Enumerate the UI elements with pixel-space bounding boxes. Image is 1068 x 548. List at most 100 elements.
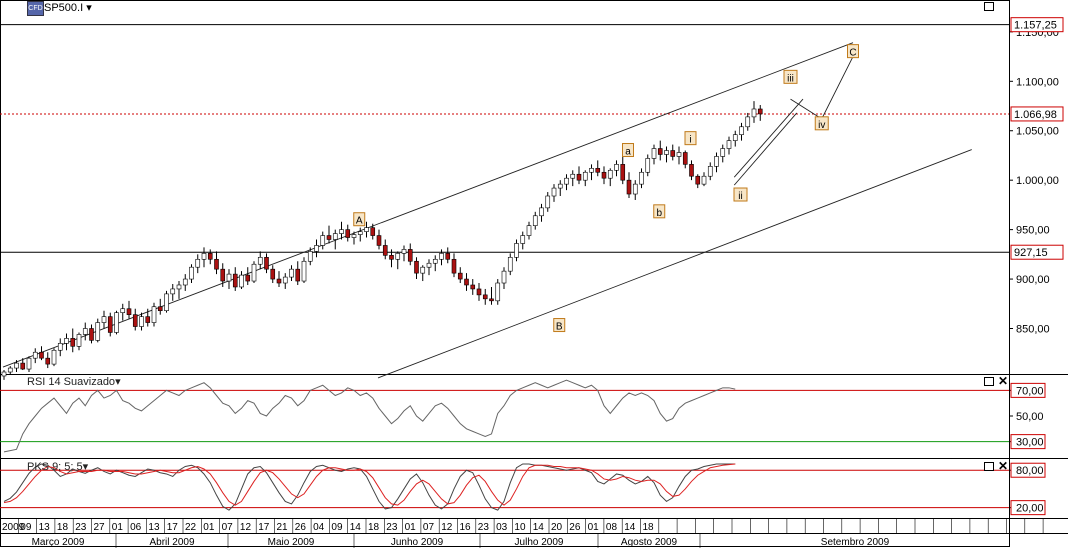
maximize-icon[interactable] bbox=[984, 2, 994, 11]
candle-body bbox=[270, 268, 276, 280]
candle-body bbox=[626, 179, 632, 195]
x-day-label: 2009 bbox=[2, 522, 25, 533]
candle-body bbox=[82, 328, 88, 335]
wave-label-box bbox=[353, 212, 366, 227]
x-day-label: 21 bbox=[277, 522, 289, 533]
pks-series-line-1 bbox=[3, 463, 736, 506]
candle-body bbox=[357, 231, 363, 235]
rsi-close-icon[interactable]: ✕ bbox=[998, 374, 1009, 388]
candle-body bbox=[551, 187, 557, 197]
candle-body bbox=[189, 266, 194, 280]
wave-label-box bbox=[622, 143, 634, 158]
candle-body bbox=[145, 316, 151, 323]
rsi-tick-label: 50,00 bbox=[1016, 411, 1044, 423]
wave-label-a: a bbox=[625, 147, 631, 158]
price-tick-label: 1.100,00 bbox=[1016, 76, 1059, 88]
candle-body bbox=[289, 268, 294, 278]
cfd-logo: CFD bbox=[27, 1, 44, 16]
candle-body bbox=[439, 253, 444, 260]
pks-tick-label: 20,00 bbox=[1016, 503, 1044, 515]
candle-body bbox=[176, 284, 182, 290]
x-day-label: 08 bbox=[606, 522, 618, 533]
candle-body bbox=[57, 343, 63, 351]
pks-level-box bbox=[1010, 462, 1046, 478]
candle-body bbox=[64, 338, 69, 344]
candle-body bbox=[557, 183, 563, 189]
rsi-level-box bbox=[1010, 382, 1046, 398]
candle-body bbox=[232, 273, 238, 288]
x-day-label: 13 bbox=[148, 522, 160, 533]
candle-body bbox=[420, 266, 426, 274]
candle-body bbox=[39, 351, 44, 359]
candle-body bbox=[76, 334, 82, 347]
candle-body bbox=[301, 260, 307, 282]
candle-body bbox=[101, 316, 107, 323]
lower-channel-line bbox=[377, 149, 972, 379]
candle-body bbox=[226, 273, 232, 282]
x-month-label: Março 2009 bbox=[32, 537, 85, 548]
candle-body bbox=[620, 164, 626, 181]
x-month-label: Maio 2009 bbox=[268, 537, 315, 548]
pks-series-line-0 bbox=[3, 463, 736, 511]
candle-body bbox=[326, 235, 332, 240]
candle-body bbox=[132, 314, 138, 327]
candle-body bbox=[639, 171, 644, 185]
x-day-label: 16 bbox=[460, 522, 472, 533]
candle-body bbox=[451, 258, 457, 274]
pks-title[interactable]: PKS 9; 5; 5▾ bbox=[27, 460, 88, 473]
candle-body bbox=[482, 294, 488, 300]
candle-body bbox=[739, 126, 744, 135]
candle-body bbox=[645, 158, 651, 173]
wave-label-iii: iii bbox=[787, 73, 794, 84]
candle-body bbox=[239, 274, 244, 288]
instrument-title[interactable]: SP500.I ▾ bbox=[44, 1, 92, 14]
x-day-label: 18 bbox=[643, 522, 655, 533]
x-day-label: 01 bbox=[203, 522, 215, 533]
wave-label-i: i bbox=[689, 135, 691, 146]
candle-body bbox=[245, 274, 251, 282]
candle-body bbox=[676, 152, 682, 157]
x-month-label: Setembro 2009 bbox=[821, 537, 890, 548]
pks-maximize-icon[interactable] bbox=[984, 462, 994, 471]
candle-body bbox=[20, 362, 26, 370]
rsi-maximize-icon[interactable] bbox=[984, 377, 994, 386]
candle-body bbox=[282, 276, 288, 284]
candle-body bbox=[432, 258, 438, 264]
candle-body bbox=[445, 253, 451, 260]
candle-body bbox=[520, 235, 526, 244]
candle-body bbox=[757, 108, 763, 115]
wedge-upper-line bbox=[733, 112, 798, 186]
candle-body bbox=[120, 308, 126, 313]
candle-body bbox=[395, 253, 401, 260]
candle-body bbox=[514, 243, 519, 258]
chevron-down-icon[interactable]: ▾ bbox=[86, 2, 92, 14]
wave-label-ii: ii bbox=[738, 191, 742, 202]
x-day-label: 14 bbox=[350, 522, 362, 533]
candle-body bbox=[170, 288, 176, 295]
x-day-label: 10 bbox=[514, 522, 526, 533]
x-day-label: 07 bbox=[222, 522, 234, 533]
candle-body bbox=[601, 171, 607, 179]
candle-body bbox=[95, 322, 101, 341]
candle-body bbox=[107, 316, 113, 333]
candle-body bbox=[457, 272, 463, 280]
pks-close-icon[interactable]: ✕ bbox=[998, 459, 1009, 473]
candle-body bbox=[207, 253, 213, 260]
candle-body bbox=[295, 268, 301, 282]
candle-body bbox=[570, 173, 576, 179]
wave-label-A: A bbox=[356, 216, 363, 227]
chevron-down-icon[interactable]: ▾ bbox=[82, 461, 89, 473]
chevron-down-icon[interactable]: ▾ bbox=[115, 376, 121, 388]
wave-label-box bbox=[847, 44, 859, 59]
candle-body bbox=[664, 150, 669, 155]
candle-body bbox=[670, 150, 676, 157]
candle-body bbox=[751, 108, 757, 118]
x-day-label: 14 bbox=[624, 522, 636, 533]
support-price-label: 927,15 bbox=[1014, 247, 1048, 259]
rsi-title[interactable]: RSI 14 Suavizado▾ bbox=[27, 375, 121, 388]
candle-body bbox=[651, 148, 657, 159]
wave-label-box bbox=[814, 116, 829, 131]
last-price-label: 1.066,98 bbox=[1014, 109, 1057, 121]
candle-body bbox=[220, 268, 226, 282]
